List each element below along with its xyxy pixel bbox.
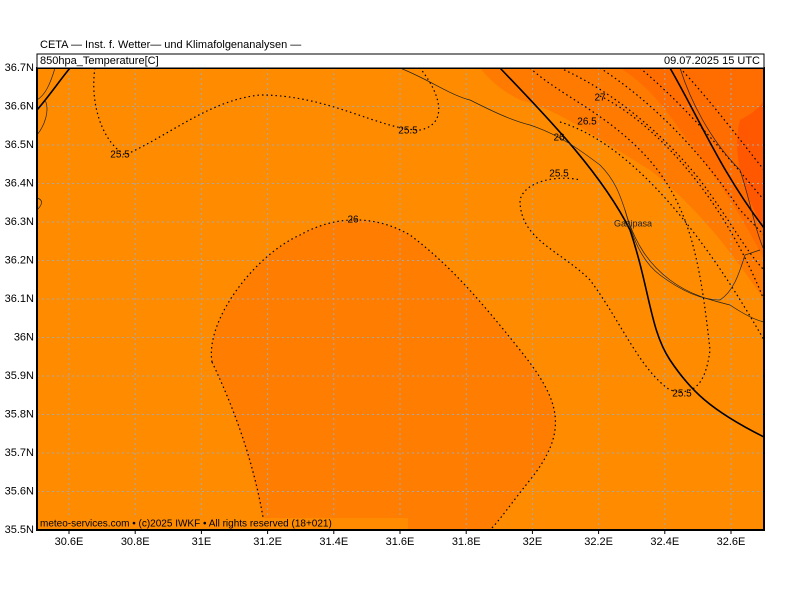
lon-label: 31.8E [452,536,481,548]
hottest-region [737,100,764,230]
contour [669,67,765,229]
dotted-contours [93,67,765,531]
field-name: 850hpa_Temperature[C] [40,55,159,67]
contour-label: 27 [594,93,606,104]
contour [559,67,765,271]
contour-label: 25.5 [398,126,418,137]
lat-label: 36.5N [5,139,34,151]
lat-label: 36.2N [5,254,34,266]
coastline [36,67,765,323]
hot-region [620,68,764,260]
lat-label: 35.5N [5,524,34,536]
solid-contours [36,67,765,438]
contour [499,67,765,438]
border [679,67,765,251]
lat-label: 36.4N [5,177,34,189]
contour [599,95,765,301]
footer-bg [38,518,408,529]
lat-label: 35.8N [5,408,34,420]
contour [639,67,765,201]
coast [624,209,761,301]
contour-label: 26 [553,133,565,144]
lon-label: 31.4E [319,536,348,548]
place-label: Gazipasa [614,218,652,228]
coast [399,67,765,323]
lon-label: 32.4E [650,536,679,548]
lat-label: 36.6N [5,100,34,112]
lon-label: 32.6E [717,536,746,548]
source-title: CETA — Inst. f. Wetter— und Klimafolgena… [40,39,301,51]
lon-label: 32E [523,536,543,548]
lon-label: 30.8E [121,536,150,548]
lat-label: 35.6N [5,485,34,497]
lon-label: 31.6E [386,536,415,548]
lon-label: 31.2E [253,536,282,548]
contour-label: 25.5 [672,389,692,400]
lat-label: 36N [14,331,34,343]
contour-label: 26.5 [577,117,597,128]
contour [210,219,556,531]
warm-region [211,219,556,530]
contour-label: 25.5 [549,169,569,180]
contour-label: 26 [347,215,359,226]
lon-label: 31E [192,536,212,548]
valid-time: 09.07.2025 15 UTC [664,55,760,67]
lon-label: 32.2E [584,536,613,548]
coast [36,67,56,211]
lat-label: 36.7N [5,62,34,74]
contour [36,67,71,111]
copyright: meteo-services.com • (c)2025 IWKF • All … [40,519,332,530]
lat-label: 35.9N [5,370,34,382]
contour [679,67,765,171]
lat-label: 36.1N [5,293,34,305]
lat-label: 35.7N [5,447,34,459]
contour-label: 25.5 [110,150,130,161]
header-bar [36,53,765,69]
lon-label: 30.6E [55,536,84,548]
contour [211,361,266,531]
lat-label: 36.3N [5,216,34,228]
